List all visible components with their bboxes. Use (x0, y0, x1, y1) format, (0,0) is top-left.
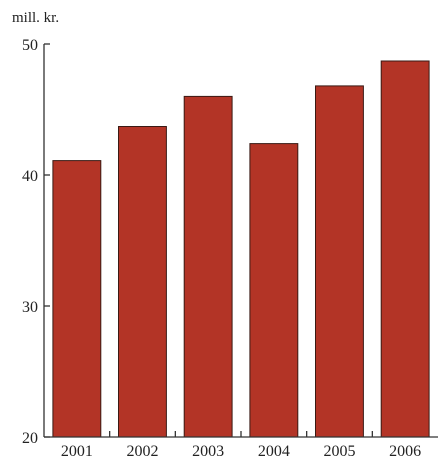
axes-group (43, 44, 438, 438)
bar-2005 (315, 85, 364, 438)
bars-group (52, 60, 430, 438)
y-tick-label-40: 40 (22, 168, 38, 185)
bar-2004 (249, 143, 299, 438)
bar-2003 (183, 95, 233, 438)
y-ticks-group: 20 30 40 50 (22, 37, 50, 447)
y-tick-label-50: 50 (22, 37, 38, 54)
x-tick-label-2006: 2006 (389, 443, 421, 459)
x-tick-label-2003: 2003 (192, 443, 224, 459)
x-tick-label-2005: 2005 (324, 443, 356, 459)
x-tick-label-2001: 2001 (61, 443, 93, 459)
x-tick-label-2002: 2002 (127, 443, 159, 459)
y-tick-label-20: 20 (22, 430, 38, 447)
x-tick-label-2004: 2004 (258, 443, 290, 459)
x-ticks-group: 2001 2002 2003 2004 2005 2006 (61, 431, 421, 459)
y-axis-unit-label: mill. kr. (12, 10, 59, 26)
bar-2006 (380, 60, 430, 438)
y-tick-label-30: 30 (22, 299, 38, 316)
bar-2002 (118, 126, 167, 438)
bar-2001 (52, 160, 102, 438)
